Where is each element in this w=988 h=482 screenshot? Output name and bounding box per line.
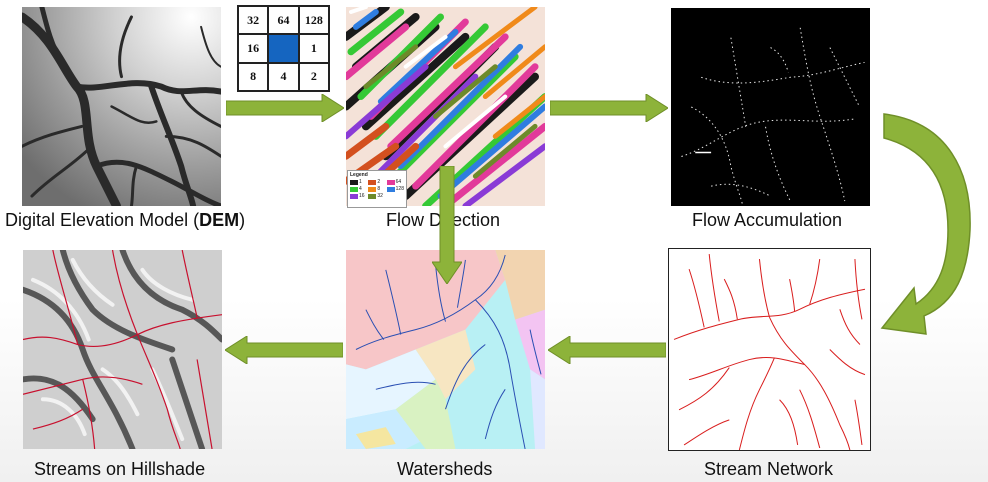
legend-item: 32 — [368, 193, 385, 199]
direction-cell: 1 — [298, 34, 329, 63]
legend-item: 16 — [350, 193, 367, 199]
flow-accumulation-caption: Flow Accumulation — [692, 210, 843, 230]
watersheds-caption: Watersheds — [397, 459, 493, 479]
arrow-left-icon — [548, 336, 666, 364]
legend-item: 128 — [386, 186, 404, 192]
arrow-right-icon — [226, 94, 344, 122]
streams-hillshade-caption: Streams on Hillshade — [34, 459, 206, 479]
legend-title: Legend — [350, 172, 368, 178]
dem-image — [22, 7, 221, 206]
direction-cell: 64 — [268, 6, 299, 35]
dem-caption: Digital Elevation Model (DEM) — [5, 210, 246, 230]
flow-direction-grid: 32 64 128 16 1 8 4 2 — [237, 5, 330, 92]
flow-direction-image — [346, 7, 545, 206]
legend-item: 2 — [368, 179, 385, 185]
legend-item: 64 — [386, 179, 404, 185]
stream-network-caption: Stream Network — [704, 459, 834, 479]
direction-cell-center — [268, 34, 299, 63]
arrow-down-icon — [432, 166, 462, 284]
curved-arrow-icon — [878, 112, 974, 348]
arrow-right-icon — [550, 94, 668, 122]
watersheds-image — [346, 250, 545, 449]
flow-direction-legend: Legend 1 2 64 4 8 128 16 32 — [347, 170, 407, 208]
direction-cell: 32 — [238, 6, 269, 35]
legend-item: 4 — [350, 186, 367, 192]
direction-cell: 128 — [298, 6, 329, 35]
direction-cell: 8 — [238, 62, 269, 91]
stream-network-image — [668, 248, 871, 451]
dem-caption-bold: DEM — [199, 210, 240, 230]
streams-hillshade-image — [23, 250, 222, 449]
legend-item: 1 — [350, 179, 367, 185]
direction-cell: 2 — [298, 62, 329, 91]
direction-cell: 16 — [238, 34, 269, 63]
flow-accumulation-image — [671, 8, 870, 206]
direction-cell: 4 — [268, 62, 299, 91]
legend-item: 8 — [368, 186, 385, 192]
arrow-left-icon — [225, 336, 343, 364]
